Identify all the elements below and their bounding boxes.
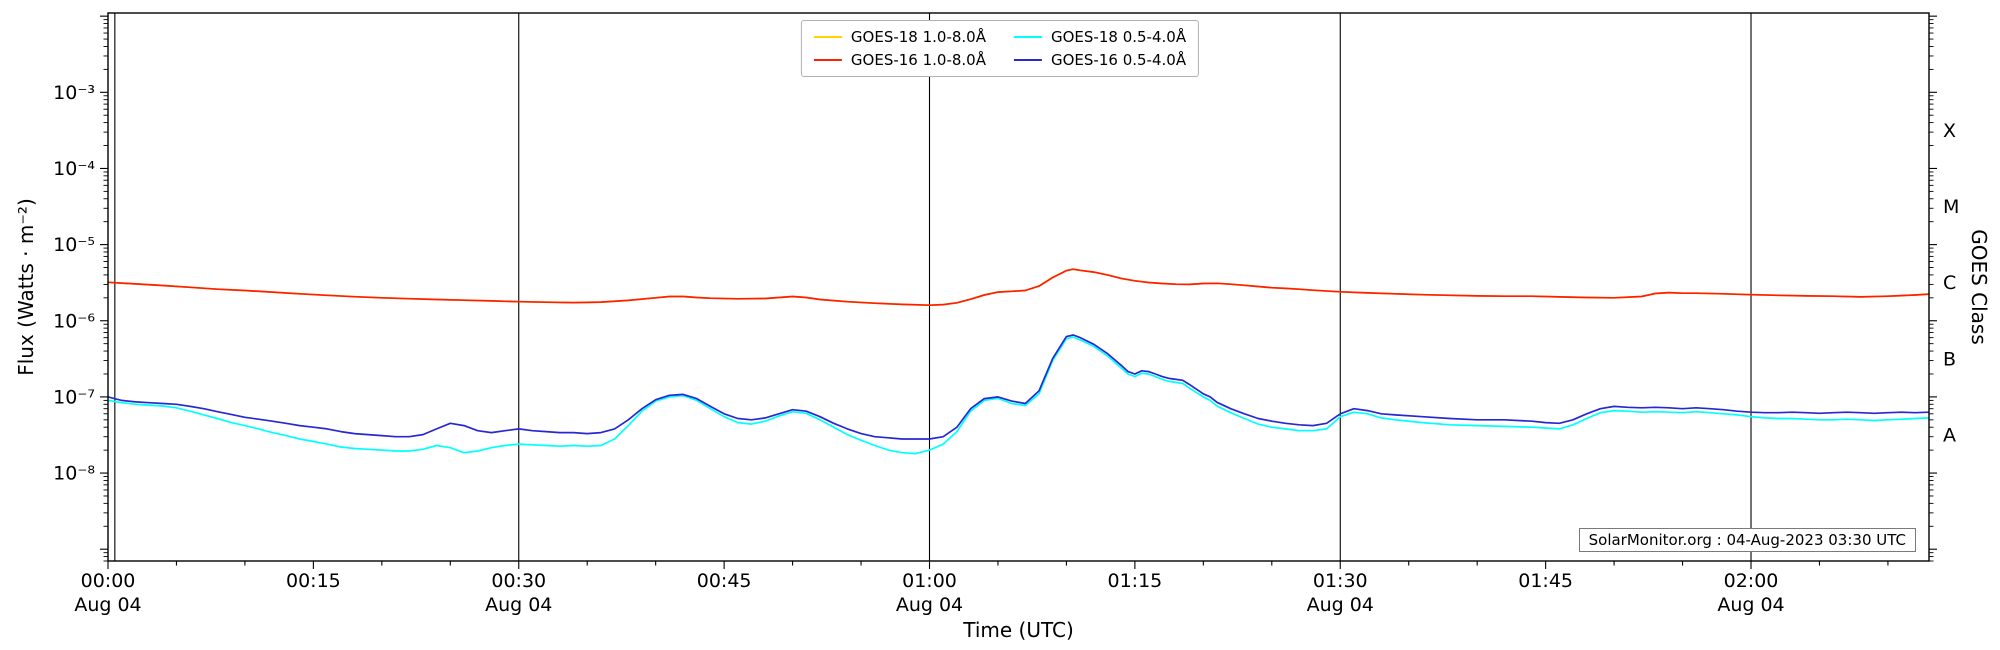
legend-label-goes18-long: GOES-18 1.0-8.0Å [850,28,986,46]
svg-text:02:00: 02:00 [1724,570,1779,592]
vertical-gridlines [114,13,1752,561]
series-goes16-long [108,268,1929,307]
svg-text:10⁻⁶: 10⁻⁶ [53,310,95,332]
svg-text:Aug 04: Aug 04 [1717,594,1784,616]
svg-text:M: M [1943,196,1959,218]
plot-frame [107,12,1930,562]
legend-item-goes18-short: GOES-18 0.5-4.0Å [1014,27,1186,47]
svg-text:A: A [1943,425,1956,447]
legend-swatch-goes16-long [813,58,842,62]
svg-text:00:00: 00:00 [81,570,136,592]
series-lines [108,268,1929,455]
legend-item-goes16-short: GOES-16 0.5-4.0Å [1014,50,1186,70]
svg-text:01:15: 01:15 [1107,570,1162,592]
svg-text:10⁻³: 10⁻³ [53,82,95,104]
svg-text:00:15: 00:15 [286,570,341,592]
legend-swatch-goes16-short [1014,58,1042,62]
legend-label-goes16-long: GOES-16 1.0-8.0Å [850,51,986,69]
legend-swatch-goes18-short [1014,35,1042,39]
svg-text:B: B [1943,348,1956,370]
series-goes18-long [108,268,1929,307]
svg-text:Aug 04: Aug 04 [485,594,552,616]
series-goes18-short [108,336,1929,455]
chart-legend: GOES-18 1.0-8.0Å GOES-16 1.0-8.0Å GOES-18 … [800,20,1200,77]
legend-item-goes16-long: GOES-16 1.0-8.0Å [813,50,986,70]
svg-text:01:00: 01:00 [902,570,957,592]
x-axis-title: Time (UTC) [963,618,1074,642]
svg-text:Aug 04: Aug 04 [1307,594,1374,616]
svg-text:00:45: 00:45 [697,570,752,592]
svg-text:00:30: 00:30 [491,570,546,592]
svg-text:10⁻⁵: 10⁻⁵ [53,234,95,256]
svg-text:01:45: 01:45 [1518,570,1573,592]
svg-text:Aug 04: Aug 04 [896,594,963,616]
svg-text:Aug 04: Aug 04 [74,594,141,616]
svg-text:10⁻⁷: 10⁻⁷ [53,386,95,408]
svg-text:10⁻⁸: 10⁻⁸ [53,463,95,485]
svg-text:C: C [1943,272,1956,294]
series-goes16-short [108,334,1929,440]
source-timestamp-annotation: SolarMonitor.org : 04-Aug-2023 03:30 UTC [1578,528,1916,552]
svg-text:01:30: 01:30 [1313,570,1368,592]
legend-swatch-goes18-long [813,35,842,39]
legend-label-goes18-short: GOES-18 0.5-4.0Å [1051,28,1187,46]
legend-item-goes18-long: GOES-18 1.0-8.0Å [813,27,986,47]
legend-label-goes16-short: GOES-16 0.5-4.0Å [1051,51,1187,69]
axis-ticks [100,15,1937,569]
svg-text:10⁻⁴: 10⁻⁴ [53,158,95,180]
svg-text:X: X [1943,120,1956,142]
goes-class-labels: X M C B A [1943,120,1959,447]
